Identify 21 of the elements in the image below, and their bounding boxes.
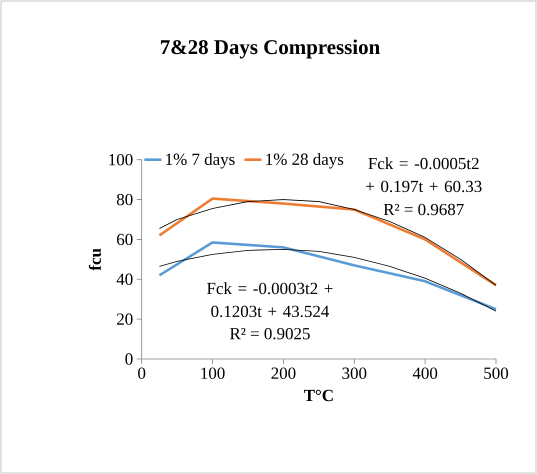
x-tick-label: 400: [412, 368, 438, 379]
y-tick-label: 40: [116, 274, 133, 285]
y-tick-label: 60: [116, 234, 133, 246]
y-tick-label: 0: [125, 353, 133, 365]
x-axis-title: T°C: [304, 390, 333, 402]
x-tick-label: 500: [484, 368, 508, 379]
annotation: Fck = -0.0005t2 + 0.197t + 60.33: [366, 157, 482, 192]
annotation: R² = 0.9687: [384, 204, 464, 216]
y-tick-label: 20: [117, 313, 133, 325]
annotation: Fck = -0.0003t2 + 0.1203t + 43.524: [207, 282, 333, 318]
y-tick-label: 100: [109, 154, 133, 166]
x-tick-label: 300: [342, 368, 366, 379]
annotation: R² = 0.9025: [230, 328, 310, 340]
y-axis-title: fcu: [88, 248, 101, 271]
legend-label: 1% 28 days: [266, 153, 344, 168]
x-tick-label: 0: [138, 368, 146, 379]
y-tick-label: 80: [116, 194, 133, 206]
x-tick-label: 200: [271, 368, 296, 379]
chart-title: 7&28 Days Compression: [160, 39, 380, 59]
legend-label: 1% 7 days: [166, 153, 235, 168]
x-tick-label: 100: [201, 368, 225, 379]
